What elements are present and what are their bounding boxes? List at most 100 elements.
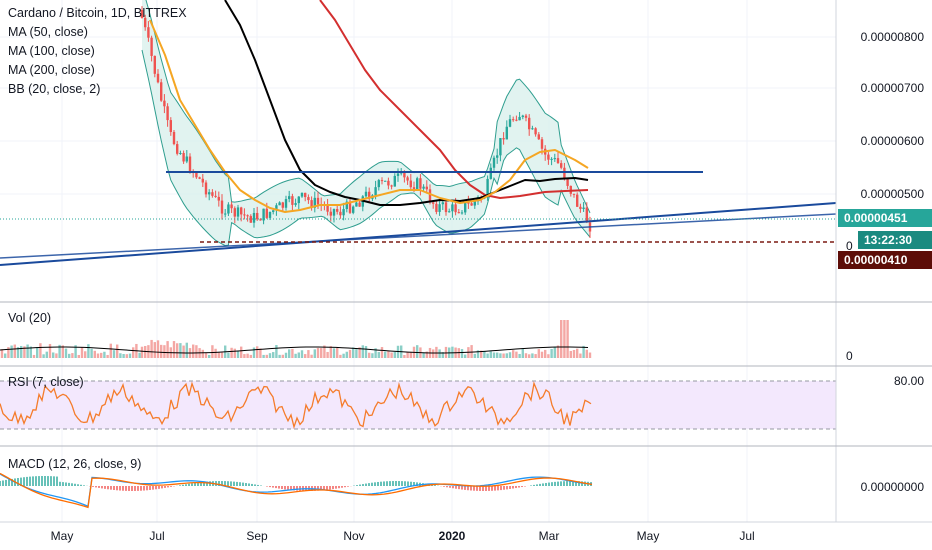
volume-bar xyxy=(4,353,7,358)
macd-histogram-bar xyxy=(449,486,451,488)
volume-bar xyxy=(528,354,531,358)
macd-histogram-bar xyxy=(50,476,52,486)
macd-histogram-bar xyxy=(53,476,55,486)
candle-body xyxy=(585,207,588,223)
rsi-line xyxy=(0,381,592,430)
indicator-ma200[interactable]: MA (200, close) xyxy=(8,63,95,77)
candle-body xyxy=(217,196,220,201)
macd-histogram-bar xyxy=(368,483,370,486)
candle-body xyxy=(227,204,230,214)
rsi-title[interactable]: RSI (7, close) xyxy=(8,375,84,389)
macd-histogram-bar xyxy=(518,486,520,488)
volume-bar xyxy=(29,346,32,358)
volume-bar xyxy=(7,347,10,358)
macd-histogram-bar xyxy=(143,486,145,491)
candle-body xyxy=(268,211,272,218)
last-price-tag: 0.00000451 xyxy=(838,209,932,227)
volume-bar xyxy=(153,342,156,358)
volume-bar xyxy=(220,352,224,358)
macd-histogram-bar xyxy=(233,481,235,486)
macd-histogram-bar xyxy=(179,485,181,486)
indicator-ma50[interactable]: MA (50, close) xyxy=(8,25,88,39)
volume-bar xyxy=(329,346,332,358)
macd-histogram-bar xyxy=(278,486,280,489)
macd-histogram-bar xyxy=(338,486,340,489)
volume-bar xyxy=(294,353,297,358)
volume-bar xyxy=(297,352,300,358)
volume-bar xyxy=(10,345,13,358)
macd-histogram-bar xyxy=(452,486,454,489)
countdown-tag: 13:22:30 xyxy=(858,231,932,249)
volume-bar xyxy=(112,350,116,358)
volume-bar xyxy=(476,350,480,358)
macd-histogram-bar xyxy=(2,480,4,486)
indicator-ma100[interactable]: MA (100, close) xyxy=(8,44,95,58)
macd-histogram-bar xyxy=(35,476,37,486)
symbol-title[interactable]: Cardano / Bitcoin, 1D, BITTREX xyxy=(8,6,187,20)
volume-bar xyxy=(377,352,380,358)
candle-body xyxy=(220,200,224,214)
macd-histogram-bar xyxy=(5,479,7,486)
volume-bar xyxy=(192,344,195,358)
volume-bar xyxy=(160,344,163,358)
volume-title[interactable]: Vol (20) xyxy=(8,311,52,325)
volume-bar xyxy=(172,341,176,358)
candle-body xyxy=(172,131,176,145)
time-axis-label: Mar xyxy=(538,529,560,543)
macd-histogram-bar xyxy=(191,483,193,486)
candle-body xyxy=(304,192,307,198)
macd-histogram-bar xyxy=(203,481,205,486)
macd-histogram-bar xyxy=(533,484,535,486)
candle-body xyxy=(566,179,569,186)
indicator-bb[interactable]: BB (20, close, 2) xyxy=(8,82,101,96)
volume-bar xyxy=(0,349,4,358)
macd-histogram-bar xyxy=(242,482,244,486)
macd-histogram-bar xyxy=(404,481,406,486)
macd-histogram-bar xyxy=(23,477,25,486)
volume-bar xyxy=(243,354,246,358)
volume-bar xyxy=(553,346,556,358)
candle-body xyxy=(163,100,166,107)
volume-bar xyxy=(179,343,182,358)
volume-bar xyxy=(256,346,259,358)
volume-bar xyxy=(144,345,147,358)
macd-histogram-bar xyxy=(74,483,76,486)
candle-body xyxy=(406,177,409,181)
volume-bar xyxy=(100,352,103,358)
macd-histogram-bar xyxy=(377,481,379,486)
macd-histogram-bar xyxy=(341,486,343,488)
candle-body xyxy=(428,189,432,203)
volume-bar xyxy=(544,349,547,358)
volume-bar xyxy=(68,353,71,358)
macd-title[interactable]: MACD (12, 26, close, 9) xyxy=(8,457,142,471)
macd-histogram-bar xyxy=(194,482,196,486)
macd-histogram-bar xyxy=(254,484,256,486)
volume-bar xyxy=(80,347,84,358)
macd-histogram-bar xyxy=(137,486,139,491)
candle-body xyxy=(521,115,524,117)
volume-bar xyxy=(537,349,540,358)
volume-bar xyxy=(355,349,358,358)
macd-histogram-bar xyxy=(542,483,544,486)
volume-bar xyxy=(45,351,48,358)
candle-body xyxy=(224,213,227,215)
ma50-line xyxy=(149,19,589,213)
candle-body xyxy=(540,139,544,149)
drawn-trendlines[interactable] xyxy=(0,171,837,266)
volume-bar xyxy=(182,345,185,358)
candle-body xyxy=(454,204,457,213)
candle-body xyxy=(496,155,499,158)
candle-body xyxy=(243,214,246,216)
volume-bar xyxy=(336,347,339,358)
macd-histogram-bar xyxy=(515,486,517,489)
volume-bar xyxy=(259,348,262,358)
candle-body xyxy=(432,202,435,204)
price-tick-800: 0.00000800 xyxy=(860,30,924,44)
volume-bar xyxy=(470,345,473,358)
candle-body xyxy=(294,203,297,205)
macd-histogram-bar xyxy=(488,486,490,491)
candle-body xyxy=(201,178,204,183)
candle-body xyxy=(467,202,470,204)
volume-bar xyxy=(441,352,444,358)
